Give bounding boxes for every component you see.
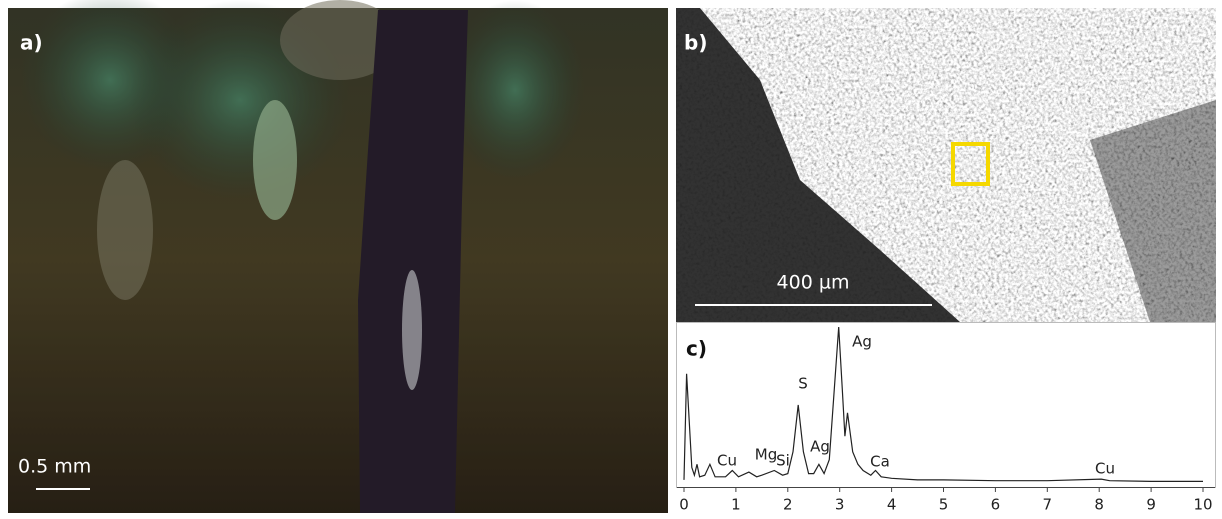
panel-label: b) xyxy=(684,31,707,55)
figure: a) 0.5 mm b) 400 µm c) 012345678910CuMgS… xyxy=(0,0,1222,515)
x-tick-label: 3 xyxy=(835,496,845,514)
peak-label: Si xyxy=(776,452,790,470)
scale-label: 0.5 mm xyxy=(18,456,91,478)
scale-label: 400 µm xyxy=(777,272,850,294)
x-tick-label: 6 xyxy=(991,496,1001,514)
x-tick-label: 1 xyxy=(731,496,741,514)
x-tick-label: 5 xyxy=(939,496,949,514)
peak-label: S xyxy=(798,375,808,393)
panel-label: c) xyxy=(686,337,707,361)
peak-label: Ca xyxy=(870,453,890,471)
peak-label: Cu xyxy=(717,452,737,470)
x-tick-label: 0 xyxy=(679,496,689,514)
panel-label: a) xyxy=(20,31,43,55)
x-tick-label: 10 xyxy=(1193,496,1212,514)
x-tick-label: 2 xyxy=(783,496,793,514)
peak-label: Mg xyxy=(755,446,777,464)
texture xyxy=(8,8,668,513)
peak-label: Cu xyxy=(1095,460,1115,478)
x-tick-label: 9 xyxy=(1146,496,1156,514)
x-tick-label: 8 xyxy=(1094,496,1104,514)
peak-label: Ag xyxy=(852,333,872,351)
x-tick-label: 7 xyxy=(1043,496,1053,514)
peak-label: Ag xyxy=(810,438,830,456)
panel-a: a) 0.5 mm xyxy=(8,0,668,513)
x-tick-label: 4 xyxy=(887,496,897,514)
panel-b: b) 400 µm xyxy=(676,8,1216,322)
